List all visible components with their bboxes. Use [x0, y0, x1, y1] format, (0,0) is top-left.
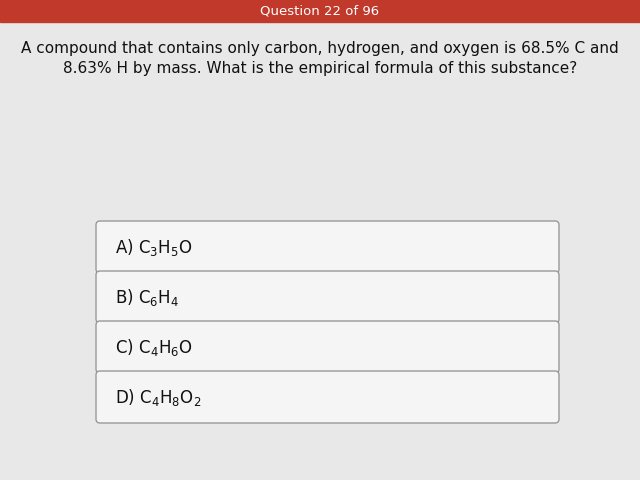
Text: D) C$_4$H$_8$O$_2$: D) C$_4$H$_8$O$_2$ [115, 386, 202, 408]
FancyBboxPatch shape [96, 221, 559, 273]
Text: A) C$_3$H$_5$O: A) C$_3$H$_5$O [115, 237, 193, 257]
FancyBboxPatch shape [96, 271, 559, 323]
Text: A compound that contains only carbon, hydrogen, and oxygen is 68.5% C and: A compound that contains only carbon, hy… [21, 40, 619, 56]
FancyBboxPatch shape [96, 321, 559, 373]
Text: Question 22 of 96: Question 22 of 96 [260, 4, 380, 17]
Bar [0, 0, 640, 22]
Text: B) C$_6$H$_4$: B) C$_6$H$_4$ [115, 287, 179, 308]
Text: 8.63% H by mass. What is the empirical formula of this substance?: 8.63% H by mass. What is the empirical f… [63, 61, 577, 76]
Text: C) C$_4$H$_6$O: C) C$_4$H$_6$O [115, 336, 193, 358]
FancyBboxPatch shape [96, 371, 559, 423]
